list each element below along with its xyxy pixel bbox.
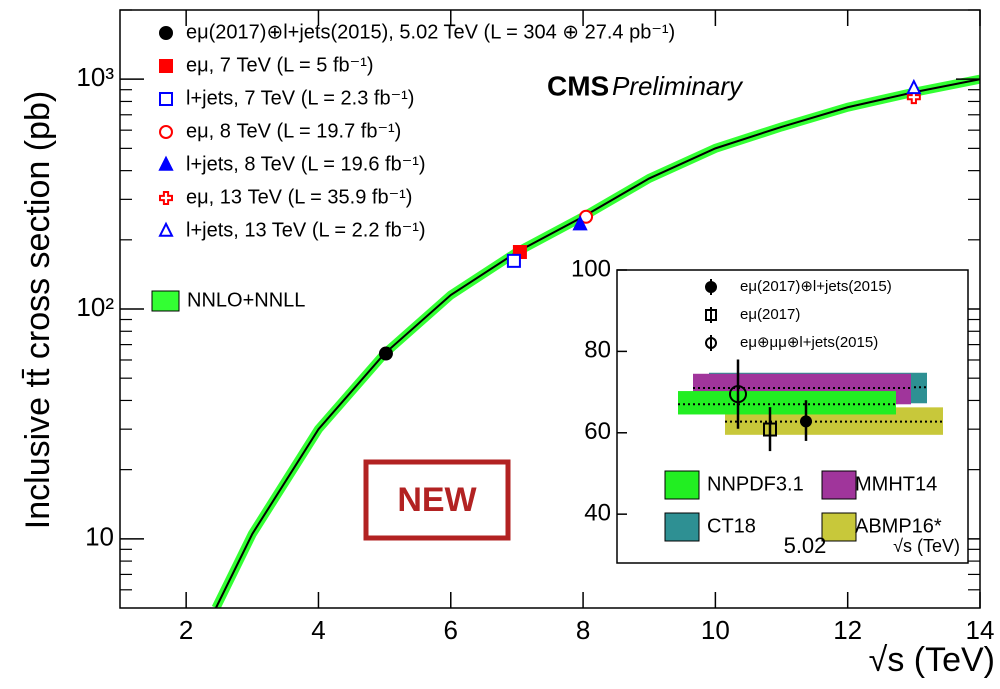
x-tick-label: 5.02	[784, 533, 827, 558]
y-axis-label: Inclusive tt̄ cross section (pb)	[19, 91, 57, 529]
marker	[159, 92, 173, 106]
marker	[572, 215, 588, 231]
marker	[729, 385, 747, 404]
marker	[159, 59, 173, 73]
x-tick-label: 10	[701, 615, 730, 645]
marker	[158, 155, 174, 171]
preliminary-label: Preliminary	[612, 71, 744, 101]
marker	[705, 337, 717, 349]
x-axis-label: √s (TeV)	[869, 641, 995, 679]
marker	[705, 281, 717, 293]
y-tick-label: 10	[85, 522, 114, 552]
x-tick-label: 8	[576, 615, 590, 645]
legend-label: CT18	[707, 515, 756, 537]
y-tick-label: 60	[584, 418, 611, 445]
legend-label: eμ(2017)⊕l+jets(2015), 5.02 TeV (L = 304…	[186, 21, 675, 43]
marker	[378, 346, 393, 361]
new-label: NEW	[397, 481, 477, 519]
x-tick-label: 6	[444, 615, 458, 645]
legend-label: l+jets, 8 TeV (L = 19.6 fb⁻¹)	[186, 153, 426, 175]
y-tick-label: 10²	[76, 292, 114, 322]
cms-label: CMS	[547, 70, 609, 101]
legend-label: eμ, 8 TeV (L = 19.7 fb⁻¹)	[186, 120, 401, 142]
legend-label: eμ⊕μμ⊕l+jets(2015)	[740, 334, 878, 351]
legend-label: NNPDF3.1	[707, 473, 804, 495]
legend-swatch	[151, 290, 180, 312]
legend-label: NNLO+NNLL	[187, 289, 305, 311]
legend-label: eμ(2017)	[740, 306, 800, 323]
new-box	[363, 459, 511, 541]
y-tick-label: 40	[584, 500, 611, 527]
pdf-band	[678, 391, 896, 415]
legend-label: eμ(2017)⊕l+jets(2015)	[740, 278, 892, 295]
marker	[159, 26, 173, 40]
legend-swatch	[821, 512, 857, 542]
marker	[800, 415, 812, 428]
marker	[506, 253, 521, 268]
legend-swatch	[821, 470, 857, 500]
marker	[906, 90, 921, 105]
marker	[763, 422, 777, 437]
legend-label: eμ, 13 TeV (L = 35.9 fb⁻¹)	[186, 186, 412, 208]
legend-swatch	[664, 512, 700, 542]
marker	[906, 78, 922, 95]
marker	[159, 191, 173, 205]
legend-swatch	[664, 470, 700, 500]
marker	[159, 125, 173, 139]
x-tick-label: 12	[833, 615, 862, 645]
legend-label: l+jets, 13 TeV (L = 2.2 fb⁻¹)	[186, 219, 426, 241]
marker	[158, 221, 174, 237]
y-tick-label: 10³	[76, 62, 114, 92]
legend-label: ABMP16*	[855, 515, 942, 537]
marker	[705, 309, 717, 321]
legend-label: eμ, 7 TeV (L = 5 fb⁻¹)	[186, 54, 374, 76]
inset-x-label: √s (TeV)	[893, 536, 960, 556]
y-tick-label: 80	[584, 337, 611, 364]
legend-label: MMHT14	[855, 473, 937, 495]
x-tick-label: 14	[966, 615, 995, 645]
y-tick-label: 100	[571, 255, 611, 282]
legend-label: l+jets, 7 TeV (L = 2.3 fb⁻¹)	[186, 87, 414, 109]
x-tick-label: 4	[311, 615, 325, 645]
x-tick-label: 2	[179, 615, 193, 645]
